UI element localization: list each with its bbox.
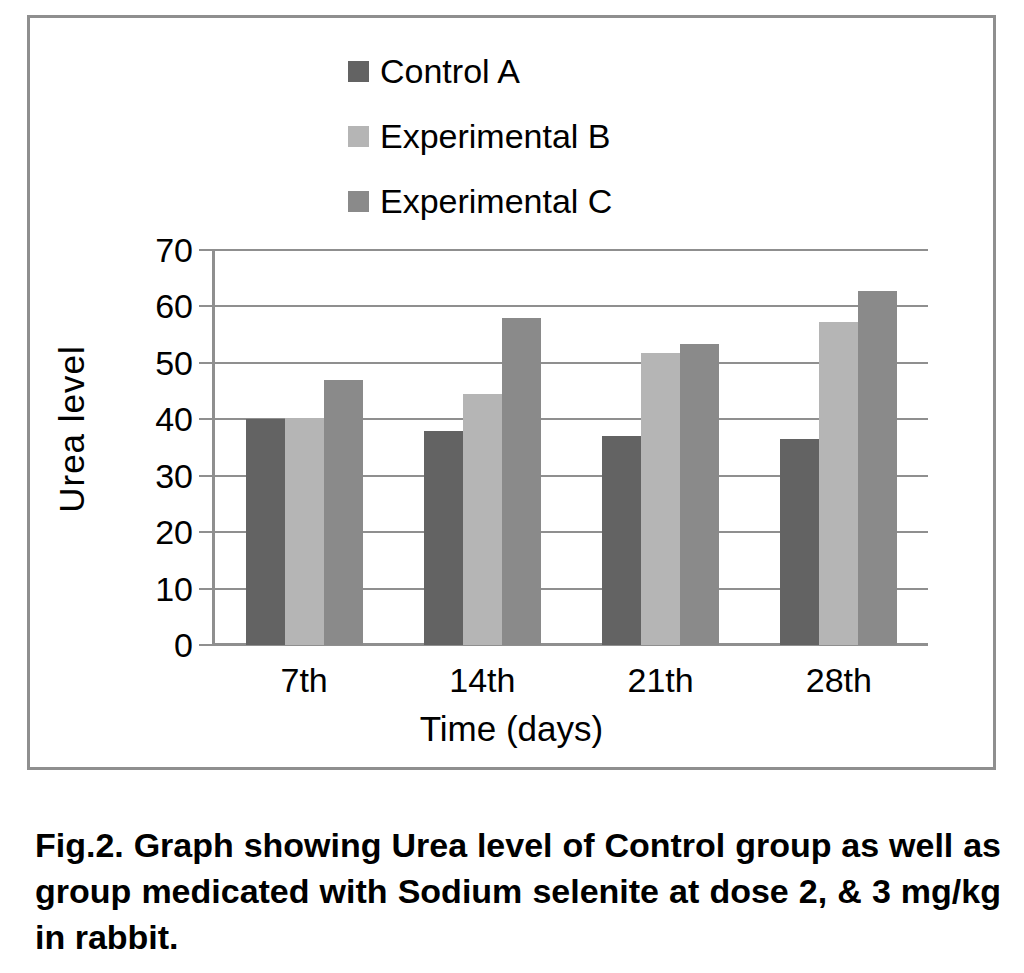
x-axis-tick-labels: 7th14th21th28th [215,663,928,697]
y-tick-label: 10 [155,572,193,606]
figure-page: { "figure": { "caption": "Fig.2. Graph s… [0,0,1024,973]
legend-label: Experimental C [380,184,612,218]
x-tick-label: 21th [572,663,750,697]
bar-experimental-b [641,353,680,645]
bar-experimental-c [324,380,363,645]
bar-experimental-c [502,318,541,645]
y-axis-tick [199,588,215,590]
bar-control-a [602,436,641,645]
legend-item: Control A [348,54,612,88]
legend-label: Control A [380,54,520,88]
y-tick-label: 0 [174,628,193,662]
y-axis-tick-labels: 010203040506070 [30,250,193,645]
bar-group [393,250,571,645]
bar-control-a [424,431,463,645]
y-tick-label: 20 [155,515,193,549]
y-axis-tick [199,305,215,307]
y-axis-tick [199,362,215,364]
bar-group [750,250,928,645]
plot-area [215,250,928,645]
chart-frame: Control AExperimental BExperimental C Ur… [27,15,996,770]
bar-control-a [780,439,819,645]
y-axis-tick [199,531,215,533]
y-tick-label: 70 [155,233,193,267]
legend-color-swatch [348,126,369,147]
y-axis-tick [199,249,215,251]
legend-color-swatch [348,61,369,82]
y-axis-tick [199,418,215,420]
x-tick-label: 28th [750,663,928,697]
y-axis-tick [199,644,215,646]
figure-caption: Fig.2. Graph showing Urea level of Contr… [35,822,1001,960]
chart-legend: Control A Experimental B Experimental C [348,54,612,218]
x-axis-title: Time (days) [30,711,993,746]
legend-label: Experimental B [380,119,611,153]
bar-group [215,250,393,645]
x-tick-label: 14th [393,663,571,697]
bar-experimental-b [285,418,324,645]
bar-experimental-c [680,344,719,645]
bar-experimental-b [819,322,858,645]
x-tick-label: 7th [215,663,393,697]
bar-experimental-b [463,394,502,645]
y-tick-label: 30 [155,459,193,493]
y-tick-label: 60 [155,289,193,323]
bar-group [572,250,750,645]
y-axis-tick [199,475,215,477]
bar-control-a [246,419,285,645]
legend-item: Experimental C [348,184,612,218]
legend-item: Experimental B [348,119,612,153]
y-tick-label: 50 [155,346,193,380]
legend-color-swatch [348,191,369,212]
y-tick-label: 40 [155,402,193,436]
bar-experimental-c [858,291,897,645]
